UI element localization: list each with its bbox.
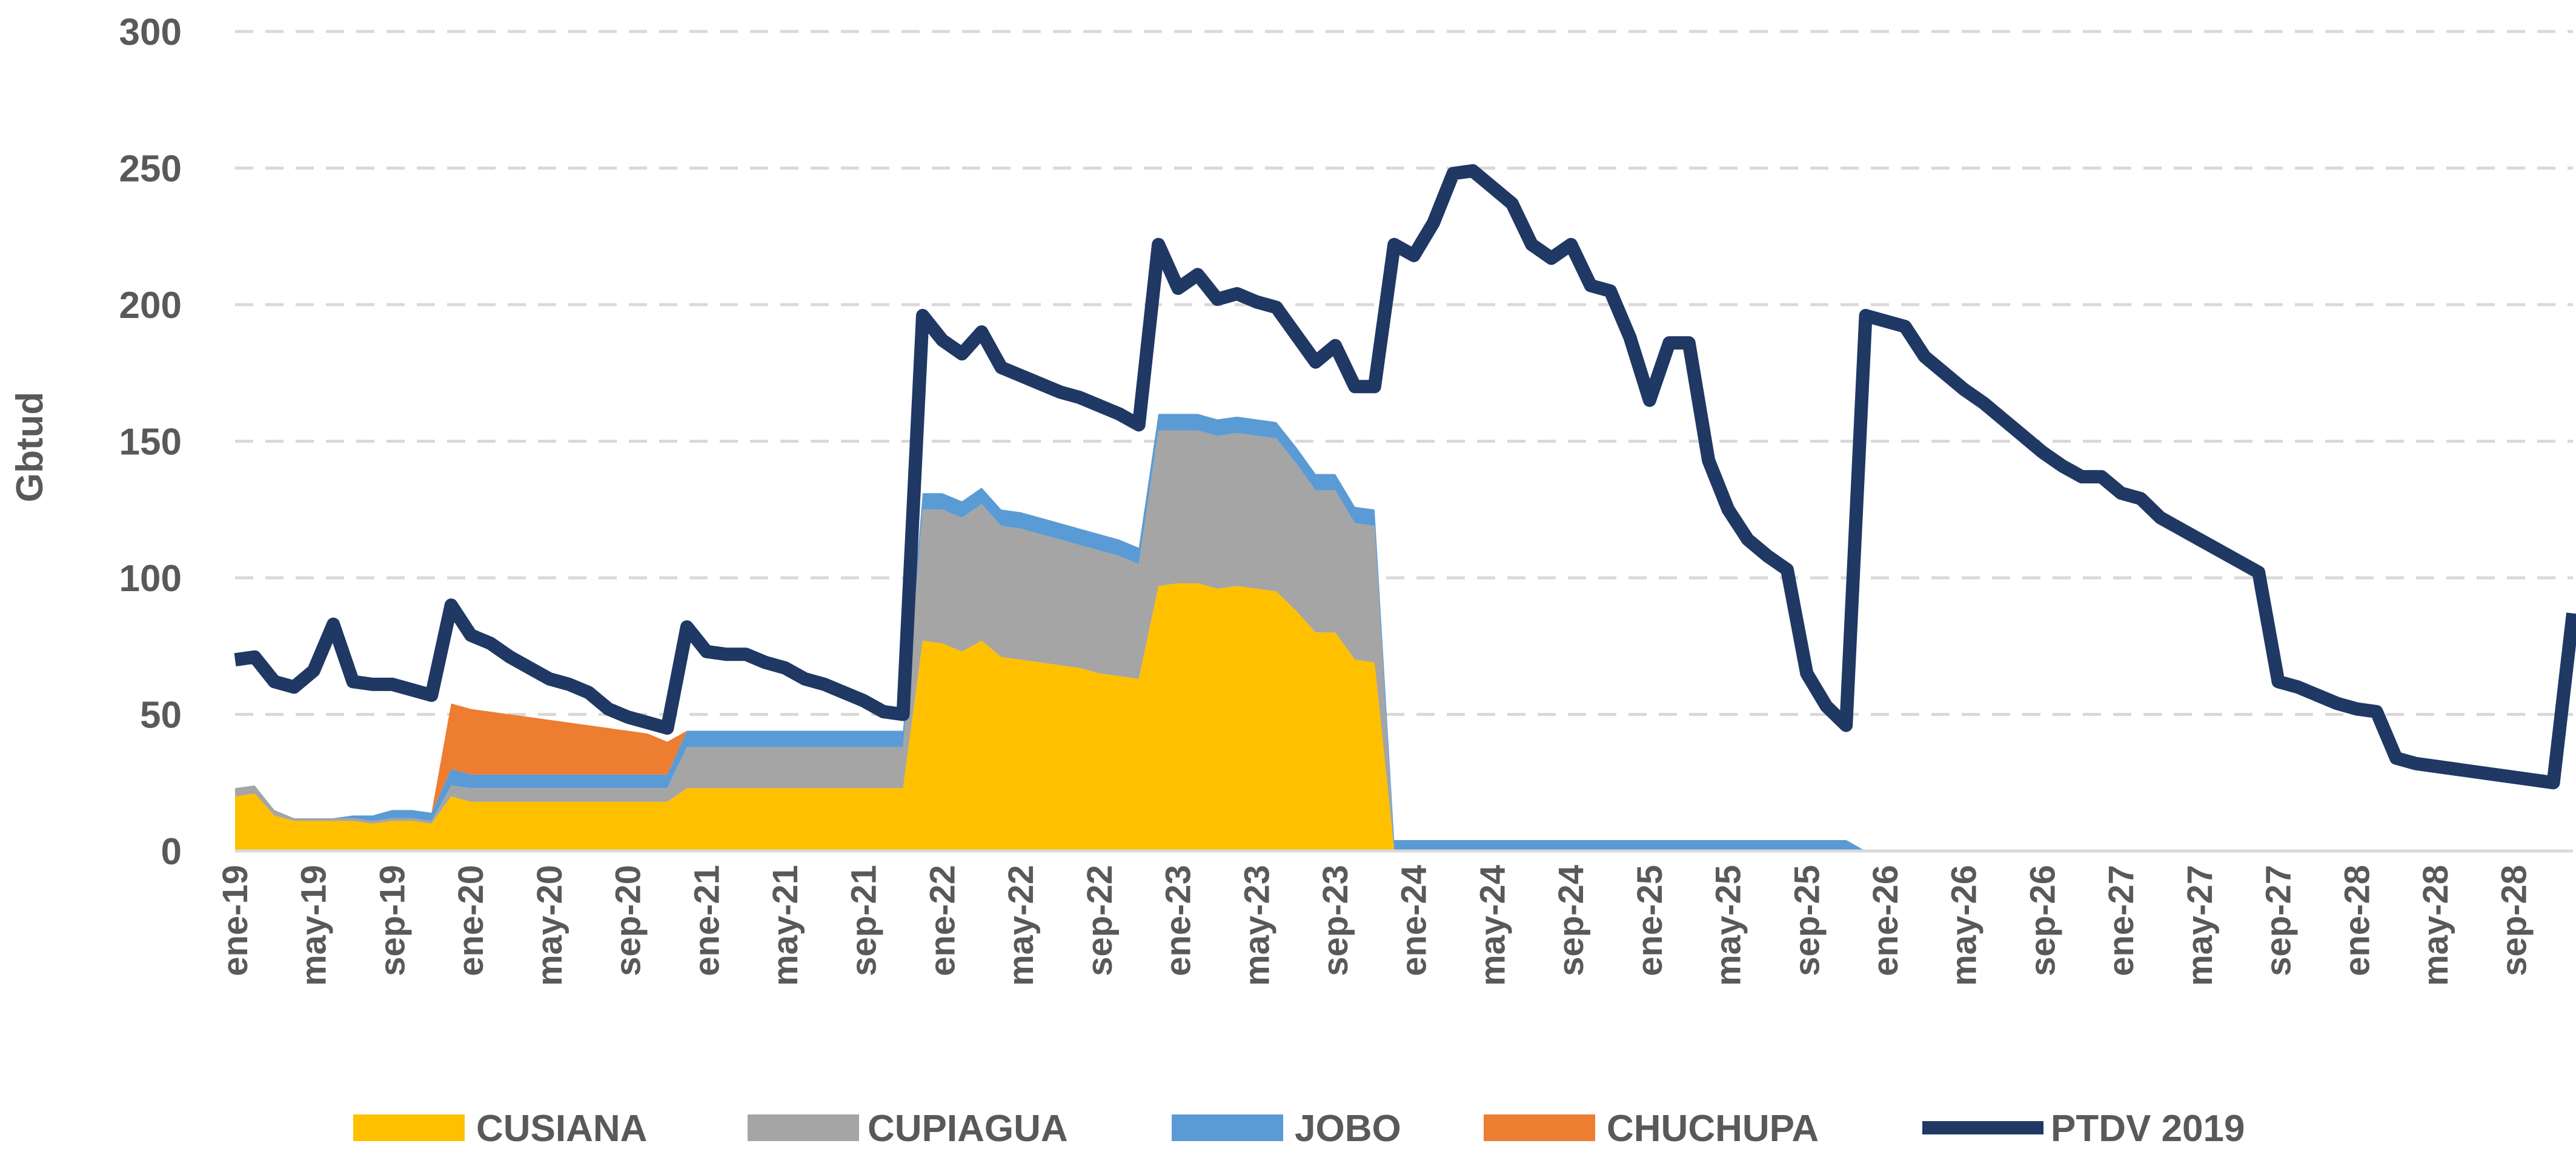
x-tick-label: may-21	[766, 865, 805, 986]
y-tick-label: 0	[161, 831, 182, 873]
y-tick-label: 150	[119, 422, 182, 463]
x-tick-label: may-27	[2180, 865, 2220, 986]
x-tick-label: may-22	[1001, 865, 1041, 986]
area-series	[235, 414, 2573, 851]
x-tick-label: ene-19	[216, 865, 255, 976]
x-tick-label: sep-23	[1316, 865, 1355, 976]
legend-swatch	[353, 1114, 465, 1141]
x-tick-label: sep-20	[609, 865, 648, 976]
x-tick-label: ene-20	[451, 865, 491, 976]
legend-label: PTDV 2019	[2051, 1108, 2245, 1150]
x-tick-label: ene-21	[687, 865, 726, 976]
x-tick-label: sep-22	[1080, 865, 1120, 976]
legend-label: CUSIANA	[476, 1108, 647, 1150]
x-tick-label: ene-25	[1630, 865, 1670, 976]
x-tick-label: sep-19	[373, 865, 412, 976]
x-tick-label: may-20	[530, 865, 569, 986]
x-tick-label: ene-23	[1159, 865, 1198, 976]
x-tick-label: may-28	[2416, 865, 2455, 986]
legend-label: CUPIAGUA	[868, 1108, 1068, 1150]
x-tick-label: ene-27	[2102, 865, 2141, 976]
x-tick-label: may-25	[1709, 865, 1748, 986]
x-tick-label: sep-25	[1787, 865, 1827, 976]
y-tick-label: 100	[119, 558, 182, 600]
legend-swatch	[1484, 1114, 1595, 1141]
x-tick-label: sep-27	[2259, 865, 2299, 976]
x-tick-label: may-26	[1945, 865, 1984, 986]
y-tick-label: 200	[119, 285, 182, 326]
x-tick-label: sep-26	[2023, 865, 2062, 976]
x-tick-label: ene-24	[1395, 865, 1434, 976]
legend-label: CHUCHUPA	[1607, 1108, 1819, 1150]
x-tick-label: may-23	[1237, 865, 1276, 986]
x-tick-label: may-24	[1473, 865, 1512, 986]
x-tick-label: ene-26	[1866, 865, 1905, 976]
y-tick-label: 300	[119, 12, 182, 53]
area-series	[235, 583, 2573, 851]
x-tick-label: sep-21	[845, 865, 884, 976]
legend-swatch	[748, 1114, 859, 1141]
x-tick-label: ene-22	[923, 865, 962, 976]
y-tick-label: 50	[140, 695, 182, 737]
x-tick-label: sep-28	[2495, 865, 2534, 976]
line-series	[234, 164, 2576, 790]
legend-label: JOBO	[1295, 1108, 1401, 1150]
y-tick-label: 250	[119, 148, 182, 190]
y-axis-label: Gbtud	[9, 392, 51, 503]
x-tick-label: sep-24	[1552, 865, 1591, 976]
x-tick-label: ene-28	[2337, 865, 2377, 976]
legend-swatch	[1172, 1114, 1283, 1141]
x-tick-label: may-19	[294, 865, 334, 986]
